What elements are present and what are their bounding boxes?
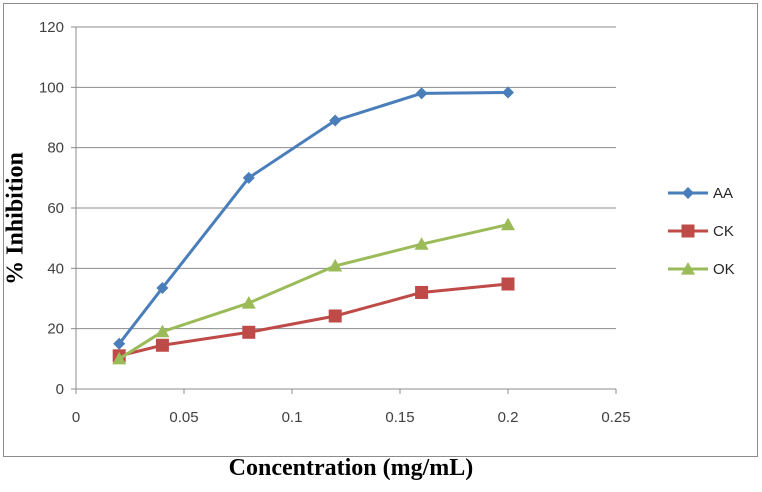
legend: AA CK OK (668, 185, 735, 278)
data-point-ok-5 (501, 217, 515, 231)
y-tick-label-4: 80 (47, 140, 64, 157)
series-line-ck (118, 282, 509, 358)
axes (71, 26, 617, 394)
legend-label-ck: CK (713, 223, 734, 240)
data-point-ok-3 (328, 258, 343, 272)
data-point-ck-1 (155, 338, 169, 352)
legend-marker-ok (681, 262, 695, 275)
y-tick-label-1: 20 (47, 321, 64, 338)
gridlines (76, 26, 616, 330)
x-tick-label-2: 0.1 (282, 409, 303, 426)
y-tick-label-6: 120 (39, 19, 64, 36)
data-point-aa-0 (113, 337, 126, 350)
data-point-ck-3 (328, 309, 342, 323)
legend-marker-ck (681, 224, 695, 238)
series-ck (112, 277, 515, 363)
data-point-ck-5 (501, 277, 515, 291)
legend-label-ok: OK (713, 261, 735, 278)
series-line-aa (118, 90, 509, 345)
x-tick-label-3: 0.15 (385, 409, 414, 426)
legend-item-ok: OK (668, 261, 735, 278)
data-point-aa-3 (329, 114, 342, 127)
series-ok (112, 217, 515, 365)
data-point-aa-2 (242, 171, 255, 184)
legend-item-ck: CK (668, 223, 734, 240)
y-tick-label-5: 100 (39, 79, 64, 96)
legend-marker-aa (682, 187, 694, 199)
data-point-ok-0 (112, 351, 127, 365)
series-line-ok (118, 223, 509, 361)
series (112, 86, 515, 365)
data-point-aa-5 (502, 86, 514, 99)
x-tick-label-0: 0 (72, 409, 80, 426)
data-point-ck-4 (415, 285, 429, 299)
y-tick-label-0: 0 (56, 381, 64, 398)
data-point-aa-1 (156, 281, 169, 294)
data-point-ok-4 (414, 237, 429, 250)
data-point-ck-2 (242, 325, 256, 339)
chart-frame (3, 3, 758, 457)
y-axis-label: % Inhibition (2, 152, 29, 285)
legend-label-aa: AA (713, 185, 733, 202)
y-tick-label-3: 60 (47, 200, 64, 217)
tick-labels: 0 20 40 60 80 100 120 0 0.05 0.1 0.15 0.2 0.25 (39, 19, 631, 426)
data-point-ok-1 (155, 324, 170, 338)
y-tick-label-2: 40 (47, 260, 64, 277)
x-tick-label-5: 0.25 (601, 409, 630, 426)
x-axis-label: Concentration (mg/mL) (228, 455, 474, 481)
data-point-aa-4 (415, 87, 428, 100)
x-tick-label-4: 0.2 (498, 409, 519, 426)
x-tick-label-1: 0.05 (169, 409, 198, 426)
legend-item-aa: AA (668, 185, 733, 202)
series-aa (113, 86, 514, 350)
data-point-ok-2 (241, 296, 256, 309)
